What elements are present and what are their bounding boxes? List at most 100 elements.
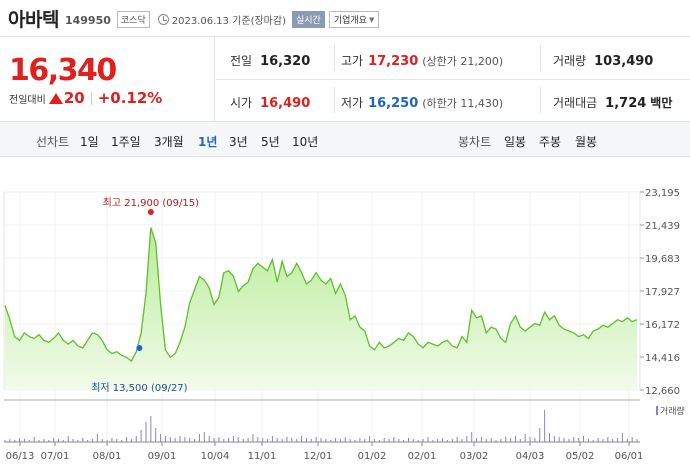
volume-bar	[612, 439, 614, 442]
volume-bar	[480, 437, 482, 442]
company-info-label: 기업개요	[333, 16, 367, 26]
volume-bar	[505, 437, 507, 442]
divider	[540, 45, 541, 71]
x-tick-label: 04/03	[516, 451, 545, 462]
x-tick-label: 11/01	[248, 451, 277, 462]
volume-bar	[53, 438, 55, 442]
volume-bar	[194, 439, 196, 442]
volume-bar	[471, 432, 473, 442]
volume-bar	[315, 437, 317, 442]
volume-bar	[140, 430, 142, 442]
volume-bar	[310, 439, 312, 442]
tab-weekly[interactable]: 주봉	[539, 135, 562, 149]
volume-bar	[422, 439, 424, 442]
base-date: 2023.06.13 기준(장마감)	[171, 16, 286, 27]
trade-amount: 거래대금 1,724 백만	[553, 94, 672, 111]
volume-bar	[57, 439, 59, 442]
volume-bar	[617, 438, 619, 442]
volume-bar	[573, 437, 575, 442]
x-tick-label: 06/01	[615, 451, 644, 462]
volume-bar	[247, 438, 249, 442]
volume-bar	[62, 440, 64, 442]
tab-1year[interactable]: 1년	[198, 135, 218, 149]
volume-bar	[461, 439, 463, 442]
low-label: 저가	[341, 96, 364, 110]
prev-close-value: 16,320	[260, 54, 311, 69]
volume-bar	[198, 434, 200, 442]
volume-bar	[514, 436, 516, 442]
volume-bar	[602, 439, 604, 442]
volume-bar	[587, 439, 589, 442]
volume-bar	[218, 437, 220, 442]
tab-1week[interactable]: 1주일	[111, 135, 141, 149]
volume-bar	[519, 439, 521, 442]
volume-bar	[621, 433, 623, 442]
tab-10year[interactable]: 10년	[292, 135, 319, 149]
low-price: 저가 16,250 (하한가 11,430)	[341, 94, 503, 111]
high-value: 17,230	[368, 54, 419, 69]
volume-bar	[281, 439, 283, 442]
line-chart-label: 선차트	[36, 135, 70, 149]
high-marker	[147, 209, 154, 215]
price-line	[4, 227, 638, 363]
divider	[216, 79, 690, 80]
volume-bar	[548, 433, 550, 442]
tab-monthly[interactable]: 월봉	[575, 135, 598, 149]
current-price: 16,340	[9, 53, 117, 88]
realtime-button[interactable]: 실시간	[291, 11, 325, 28]
y-tick-label: 12,660	[645, 386, 680, 397]
volume-bar	[510, 438, 512, 442]
current-price-box: 16,340 전일대비 20 +0.12%	[0, 37, 215, 121]
x-axis: 06/13 07/01 08/01 09/01 10/04 11/01 12/01 01/02…	[6, 442, 644, 462]
volume-bar	[539, 428, 541, 442]
x-tick-label: 02/01	[408, 451, 437, 462]
volume-bars	[4, 410, 638, 442]
volume-bar	[286, 437, 288, 442]
low-value: 16,250	[368, 96, 419, 111]
volume-bar	[169, 437, 171, 442]
volume-bar	[96, 434, 98, 442]
tab-1day[interactable]: 1일	[80, 135, 99, 149]
up-triangle-icon	[48, 92, 63, 104]
volume-bar	[335, 438, 337, 442]
volume: 거래량 103,490	[553, 52, 653, 69]
volume-bar	[578, 438, 580, 442]
volume-bar	[583, 436, 585, 442]
volume-bar	[267, 439, 269, 442]
x-tick-label: 01/02	[358, 451, 387, 462]
volume-bar	[558, 437, 560, 442]
volume-bar	[82, 438, 84, 442]
volume-bar	[111, 438, 113, 442]
volume-bar	[262, 438, 264, 442]
tab-daily[interactable]: 일봉	[504, 135, 527, 149]
tab-3year[interactable]: 3년	[229, 135, 248, 149]
volume-bar	[72, 439, 74, 442]
volume-bar	[408, 438, 410, 442]
tab-5year[interactable]: 5년	[261, 135, 280, 149]
company-info-dropdown[interactable]: 기업개요 ▼	[328, 11, 380, 28]
volume-bar	[339, 439, 341, 442]
lower-limit: (하한가 11,430)	[422, 97, 504, 110]
volume-bar	[130, 439, 132, 442]
volume-bar	[446, 440, 448, 442]
volume-bar	[296, 439, 298, 442]
volume-bar	[106, 440, 108, 442]
volume-bar	[271, 436, 273, 442]
y-tick-label: 17,927	[645, 287, 680, 298]
volume-bar	[48, 440, 50, 442]
volume-bar	[325, 439, 327, 442]
prev-close: 전일 16,320	[230, 52, 310, 69]
divider	[540, 87, 541, 113]
volume-bar	[38, 440, 40, 442]
upper-limit: (상한가 21,200)	[422, 55, 504, 68]
volume-label: 거래량	[553, 54, 587, 68]
volume-bar	[495, 440, 497, 442]
volume-bar	[4, 440, 6, 442]
volume-bar	[437, 439, 439, 442]
tab-3month[interactable]: 3개월	[154, 135, 184, 149]
volume-bar	[412, 439, 414, 442]
change-percent: +0.12%	[97, 89, 163, 107]
x-tick-label: 06/13	[6, 451, 35, 462]
volume-legend: 거래량	[660, 405, 685, 417]
volume-bar	[174, 438, 176, 442]
